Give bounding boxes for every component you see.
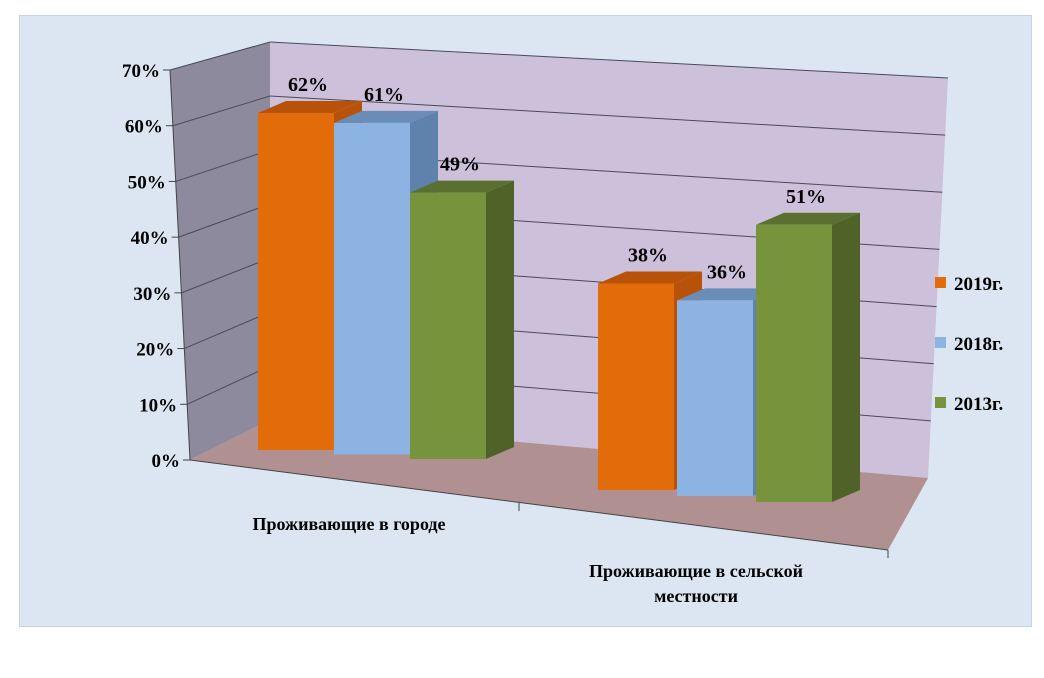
y-axis-ticks: 0% 10% 20% 30% 40% 50% 60% 70% xyxy=(122,61,889,558)
bar xyxy=(756,224,832,502)
legend-swatch xyxy=(935,337,946,348)
bar xyxy=(258,113,334,450)
bar xyxy=(677,300,753,496)
bar xyxy=(598,283,674,490)
legend-label: 2018г. xyxy=(954,334,1003,355)
bar xyxy=(410,192,486,459)
bar-top xyxy=(756,212,860,225)
y-tick-label: 60% xyxy=(125,117,163,138)
data-label: 51% xyxy=(786,186,826,208)
bar-top xyxy=(258,101,362,113)
y-tick-label: 10% xyxy=(139,395,177,416)
side-wall xyxy=(170,42,270,460)
y-tick-label: 30% xyxy=(133,284,171,305)
legend-label: 2013г. xyxy=(954,394,1003,415)
gridline-side xyxy=(186,365,271,405)
gridline-side xyxy=(178,203,271,238)
bar-top xyxy=(677,288,781,301)
y-tick-label: 50% xyxy=(128,172,166,193)
legend-swatch xyxy=(935,397,946,408)
gridline-side xyxy=(175,149,271,182)
bar xyxy=(334,122,410,455)
bar-top xyxy=(410,180,514,193)
category-label: Проживающие в сельской местности xyxy=(589,561,803,606)
bar-side xyxy=(486,180,514,459)
y-tick-label: 20% xyxy=(136,340,174,361)
data-label: 62% xyxy=(288,74,328,96)
gridline-back xyxy=(269,95,946,136)
gridline-back xyxy=(269,41,949,79)
data-label: 36% xyxy=(707,261,747,283)
y-tick-label: 40% xyxy=(131,228,169,249)
data-label: 61% xyxy=(364,84,404,106)
data-label: 49% xyxy=(440,154,480,176)
x-axis-line xyxy=(189,459,889,551)
legend-swatch xyxy=(935,277,946,288)
category-label: Проживающие в городе xyxy=(252,514,445,534)
bar-top xyxy=(334,110,438,123)
data-labels: 62% 61% 49% 38% 36% 51% xyxy=(288,74,826,283)
y-axis-line xyxy=(169,69,191,461)
data-label: 38% xyxy=(628,244,668,266)
gridline-side xyxy=(181,257,271,294)
y-tick-label: 70% xyxy=(122,61,160,82)
gridline-side xyxy=(172,95,271,127)
gridline-side xyxy=(169,41,271,71)
bars xyxy=(258,101,860,502)
gridline-side xyxy=(184,311,271,350)
y-tick-label: 0% xyxy=(152,451,181,472)
category-labels: Проживающие в городе Проживающие в сельск… xyxy=(252,514,803,606)
bar-top xyxy=(598,271,702,284)
legend-label: 2019г. xyxy=(954,274,1003,295)
legend: 2019г. 2018г. 2013г. xyxy=(935,274,1003,415)
bar-side xyxy=(832,212,860,502)
